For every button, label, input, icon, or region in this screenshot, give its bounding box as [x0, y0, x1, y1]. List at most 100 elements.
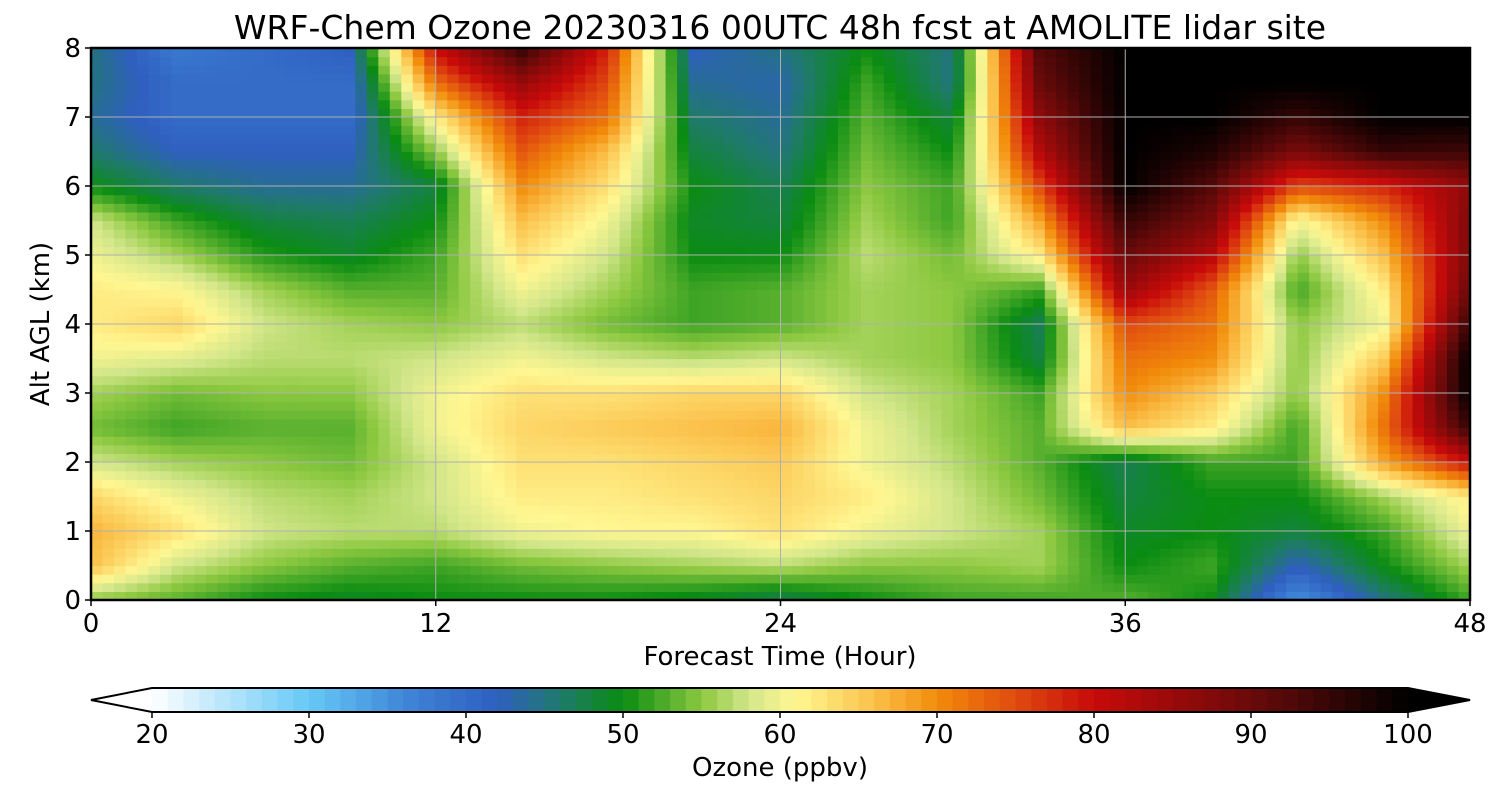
heatmap-cell: [217, 436, 230, 446]
heatmap-cell: [1458, 367, 1471, 377]
heatmap-cell: [136, 582, 150, 592]
heatmap-cell: [1021, 315, 1034, 325]
heatmap-cell: [1228, 367, 1241, 377]
heatmap-cell: [1205, 539, 1218, 549]
heatmap-cell: [964, 255, 977, 265]
heatmap-cell: [1401, 332, 1414, 342]
heatmap-cell: [378, 349, 391, 360]
heatmap-cell: [642, 574, 655, 584]
heatmap-cell: [860, 436, 874, 446]
heatmap-cell: [412, 453, 425, 463]
heatmap-cell: [1136, 496, 1149, 506]
heatmap-cell: [504, 505, 517, 515]
heatmap-cell: [102, 470, 115, 480]
heatmap-cell: [1447, 539, 1460, 549]
heatmap-cell: [619, 332, 632, 342]
heatmap-cell: [493, 496, 506, 506]
heatmap-cell: [228, 591, 241, 601]
heatmap-cell: [527, 574, 540, 584]
heatmap-cell: [780, 349, 793, 360]
heatmap-cell: [366, 496, 379, 506]
heatmap-cell: [849, 582, 862, 592]
heatmap-cell: [964, 522, 977, 532]
heatmap-cell: [642, 367, 655, 377]
heatmap-cell: [746, 332, 759, 342]
heatmap-cell: [1010, 505, 1023, 515]
heatmap-cell: [274, 272, 287, 282]
heatmap-cell: [493, 582, 506, 592]
heatmap-cell: [182, 582, 196, 592]
heatmap-cell: [550, 367, 563, 377]
heatmap-cell: [987, 272, 1000, 282]
heatmap-cell: [332, 513, 345, 523]
heatmap-cell: [826, 272, 839, 282]
heatmap-cell: [791, 272, 805, 282]
heatmap-cell: [700, 280, 713, 291]
heatmap-cell: [125, 548, 138, 558]
heatmap-cell: [251, 574, 264, 584]
heatmap-cell: [619, 453, 632, 463]
heatmap-cell: [470, 565, 483, 575]
heatmap-cell: [769, 341, 782, 351]
heatmap-cell: [1067, 289, 1080, 299]
heatmap-cell: [998, 280, 1011, 291]
heatmap-cell: [401, 298, 414, 308]
heatmap-cell: [1102, 591, 1115, 601]
heatmap-cell: [1297, 384, 1310, 394]
heatmap-cell: [941, 263, 954, 273]
heatmap-cell: [1355, 367, 1368, 377]
heatmap-cell: [1194, 358, 1207, 368]
heatmap-cell: [389, 255, 402, 265]
heatmap-cell: [1033, 384, 1046, 394]
heatmap-cell: [1286, 513, 1299, 523]
heatmap-cell: [562, 591, 575, 601]
heatmap-cell: [1309, 505, 1322, 515]
heatmap-cell: [1366, 315, 1379, 325]
heatmap-cell: [642, 255, 655, 265]
heatmap-cell: [573, 263, 586, 273]
heatmap-cell: [596, 393, 609, 403]
heatmap-cell: [608, 444, 621, 454]
heatmap-cell: [1148, 315, 1161, 325]
heatmap-cell: [1217, 367, 1230, 377]
heatmap-cell: [596, 453, 609, 463]
heatmap-cell: [447, 367, 460, 377]
heatmap-cell: [458, 263, 471, 273]
heatmap-cell: [631, 470, 644, 480]
heatmap-cell: [148, 375, 161, 385]
heatmap-cell: [286, 462, 299, 472]
heatmap-cell: [516, 522, 529, 532]
heatmap-cell: [929, 479, 942, 489]
heatmap-cell: [642, 237, 655, 247]
heatmap-cell: [631, 341, 644, 351]
heatmap-cell: [665, 263, 678, 273]
heatmap-cell: [734, 367, 747, 377]
heatmap-cell: [1090, 349, 1103, 360]
heatmap-cell: [837, 393, 851, 403]
heatmap-cell: [562, 349, 575, 360]
heatmap-cell: [263, 289, 276, 299]
heatmap-cell: [791, 444, 805, 454]
heatmap-cell: [872, 375, 885, 385]
heatmap-cell: [769, 427, 782, 437]
heatmap-cell: [987, 393, 1000, 403]
heatmap-cell: [343, 591, 356, 601]
heatmap-cell: [297, 427, 310, 437]
heatmap-cell: [1355, 375, 1368, 385]
heatmap-cell: [470, 375, 483, 385]
heatmap-cell: [217, 272, 230, 282]
heatmap-cell: [1182, 401, 1195, 411]
heatmap-cell: [355, 255, 368, 265]
heatmap-cell: [803, 237, 816, 247]
heatmap-cell: [1458, 591, 1471, 601]
heatmap-cell: [826, 280, 839, 291]
heatmap-cell: [447, 462, 460, 472]
heatmap-cell: [1205, 289, 1218, 299]
heatmap-cell: [619, 548, 632, 558]
heatmap-cell: [700, 436, 713, 446]
heatmap-cell: [791, 384, 805, 394]
heatmap-cell: [355, 263, 368, 273]
heatmap-cell: [447, 358, 460, 368]
heatmap-cell: [1355, 496, 1368, 506]
heatmap-cell: [1159, 582, 1172, 592]
